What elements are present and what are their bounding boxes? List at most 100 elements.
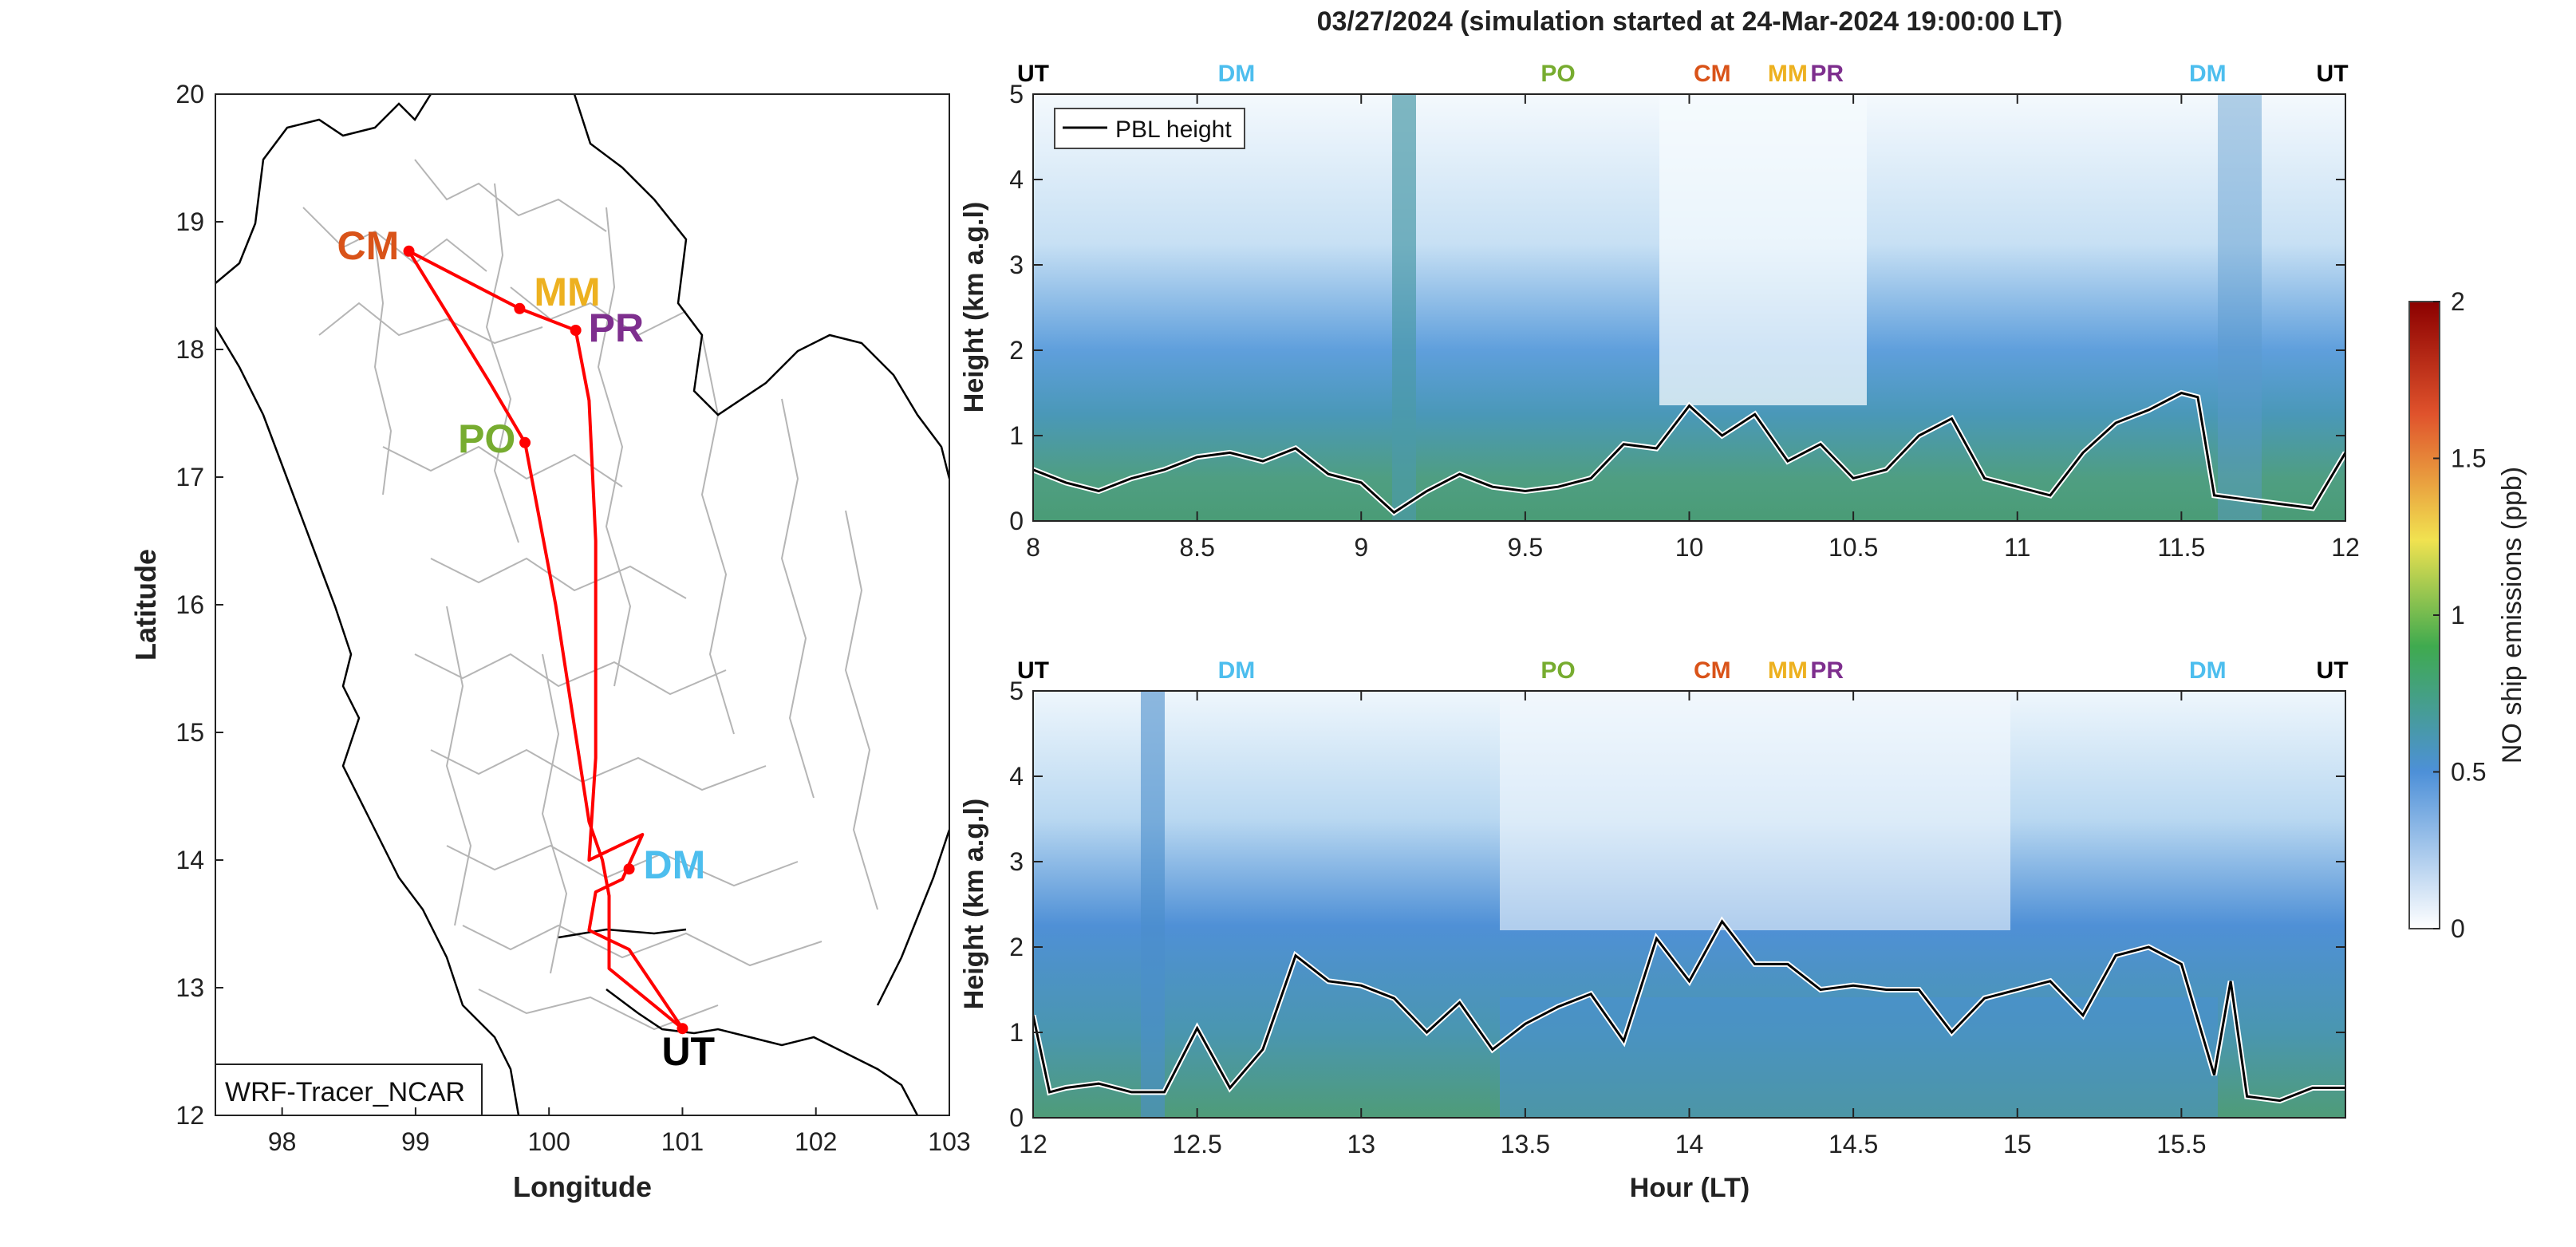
- map-y-tick-label: 15: [176, 718, 204, 747]
- panel-2-x-tick-label: 13.5: [1501, 1130, 1550, 1158]
- panel-1-marker-dm: DM: [1218, 61, 1256, 87]
- panel-2-site-markers: UT DM PO CM MM PR DM UT: [1017, 657, 2349, 684]
- panel-1-y-tick-label: 1: [1009, 421, 1024, 450]
- colorbar: 0 0.5 1 1.5 2 NO ship emissions (ppb): [2408, 287, 2527, 943]
- panel-1-pbl-line: [1033, 391, 2345, 515]
- colorbar-tick-label: 2: [2451, 287, 2465, 316]
- map-y-axis-label: Latitude: [129, 549, 162, 661]
- site-dot-dm: [623, 863, 635, 875]
- map-y-tick-label: 16: [176, 590, 204, 619]
- site-dot-ut: [677, 1023, 688, 1035]
- panel-1-marker-cm: CM: [1694, 61, 1731, 87]
- panel-1-x-tick-label: 8: [1026, 533, 1040, 562]
- pbl-legend-label: PBL height: [1115, 116, 1232, 143]
- map-x-axis-label: Longitude: [513, 1170, 652, 1203]
- panel-1-y-tick-label: 0: [1009, 507, 1024, 535]
- panel-1-marker-dm: DM: [2189, 61, 2227, 87]
- panel-2-x-tick-label: 14.5: [1828, 1130, 1878, 1158]
- country-outline: [215, 94, 949, 1115]
- panel-2-pbl-line: [1033, 919, 2345, 1103]
- site-dot-mm: [514, 302, 526, 314]
- site-dot-pr: [570, 325, 582, 336]
- panel-2-marker-mm: MM: [1768, 657, 1808, 684]
- panel-2-marker-dm: DM: [1218, 657, 1256, 684]
- panel-2-x-axis-label: Hour (LT): [1630, 1173, 1750, 1203]
- panel-2-marker-po: PO: [1540, 657, 1575, 684]
- map-y-tick-label: 17: [176, 463, 204, 491]
- panel-1-y-tick-labels: 0 1 2 3 4 5: [1009, 80, 2345, 535]
- model-label: WRF-Tracer_NCAR: [225, 1077, 465, 1107]
- panel-1-clear-band: [1659, 94, 1867, 405]
- panel-2-y-tick-label: 5: [1009, 677, 1024, 705]
- panel-1-plume-a: [1392, 94, 1416, 521]
- site-dot-po: [519, 436, 531, 448]
- panel-1-x-tick-label: 9.5: [1508, 533, 1543, 562]
- panel-1-x-tick-label: 10.5: [1828, 533, 1878, 562]
- panel-2-y-tick-label: 4: [1009, 762, 1024, 791]
- site-label-cm: CM: [337, 223, 400, 268]
- map-y-tick-labels: 12 13 14 15 16 17 18 19 20: [176, 80, 223, 1130]
- site-label-mm: MM: [534, 270, 600, 314]
- map-x-tick-labels: 98 99 100 101 102 103: [268, 1107, 971, 1156]
- colorbar-tick-label: 1: [2451, 601, 2465, 629]
- panel-2-plume-a: [1141, 691, 1165, 1118]
- panel-2-x-tick-label: 14: [1675, 1130, 1704, 1158]
- panel-2-marker-ut: UT: [1017, 657, 1049, 684]
- panel-2-x-tick-label: 12: [1019, 1130, 1047, 1158]
- panel-1-marker-mm: MM: [1768, 61, 1808, 87]
- panel-1-y-tick-label: 3: [1009, 251, 1024, 279]
- map-y-tick-label: 18: [176, 335, 204, 364]
- panel-2-marker-pr: PR: [1810, 657, 1844, 684]
- map-x-tick-label: 100: [527, 1127, 570, 1156]
- panel-1-x-tick-labels: 8 8.5 9 9.5 10 10.5 11 11.5 12: [1026, 94, 2360, 562]
- panel-2-x-tick-labels: 12 12.5 13 13.5 14 14.5 15 15.5: [1019, 691, 2207, 1158]
- panel-1-marker-ut: UT: [1017, 61, 1049, 87]
- site-label-dm: DM: [644, 843, 706, 887]
- panel-1-marker-po: PO: [1540, 61, 1575, 87]
- panel-1-y-axis-label: Height (km a.g.l): [959, 202, 989, 412]
- panel-1-y-tick-label: 5: [1009, 80, 1024, 109]
- panel-2-clear-band: [1500, 691, 2010, 930]
- panel-1-x-tick-label: 8.5: [1179, 533, 1214, 562]
- panel-1-x-tick-label: 11.5: [2157, 533, 2205, 562]
- map-y-tick-label: 20: [176, 80, 204, 109]
- site-label-ut: UT: [661, 1029, 715, 1074]
- panel-2-y-tick-labels: 0 1 2 3 4 5: [1009, 677, 2345, 1132]
- panel-2-low-band: [1500, 997, 2218, 1118]
- map-x-tick-label: 102: [795, 1127, 837, 1156]
- colorbar-tick-label: 0.5: [2451, 758, 2486, 787]
- colorbar-label: NO ship emissions (ppb): [2497, 467, 2527, 764]
- panel-1-x-tick-label: 11: [2004, 533, 2030, 562]
- site-label-po: PO: [458, 416, 515, 461]
- panel-2-x-tick-label: 12.5: [1172, 1130, 1221, 1158]
- panel-2-marker-dm: DM: [2189, 657, 2227, 684]
- site-label-pr: PR: [589, 306, 644, 350]
- colorbar-tick-label: 1.5: [2451, 444, 2486, 473]
- map-y-tick-label: 12: [176, 1101, 204, 1130]
- panel-2-y-tick-label: 1: [1009, 1018, 1024, 1047]
- panel-1-plume-b: [2218, 94, 2262, 521]
- model-label-box: [215, 1064, 483, 1116]
- map-background: [215, 94, 949, 1115]
- panel-1-y-tick-label: 2: [1009, 336, 1024, 365]
- panel-1-site-markers: UT DM PO CM MM PR DM UT: [1017, 61, 2349, 87]
- panel-2-y-axis-label: Height (km a.g.l): [959, 799, 989, 1009]
- panel-1-y-tick-label: 4: [1009, 165, 1024, 194]
- panel-2-x-tick-label: 15: [2003, 1130, 2032, 1158]
- panel-1-x-tick-label: 10: [1675, 533, 1704, 562]
- colorbar-tick-labels: 0 0.5 1 1.5 2: [2433, 287, 2486, 943]
- panel-2-y-tick-label: 2: [1009, 933, 1024, 961]
- panel-1-x-tick-label: 12: [2331, 533, 2360, 562]
- panel-1-x-tick-label: 9: [1354, 533, 1368, 562]
- panel-1-marker-pr: PR: [1810, 61, 1844, 87]
- site-dot-cm: [403, 245, 415, 257]
- panel-2-y-tick-label: 3: [1009, 847, 1024, 876]
- panel-2-y-tick-label: 0: [1009, 1103, 1024, 1132]
- colorbar-tick-label: 0: [2451, 914, 2465, 943]
- map-y-tick-label: 14: [176, 846, 204, 874]
